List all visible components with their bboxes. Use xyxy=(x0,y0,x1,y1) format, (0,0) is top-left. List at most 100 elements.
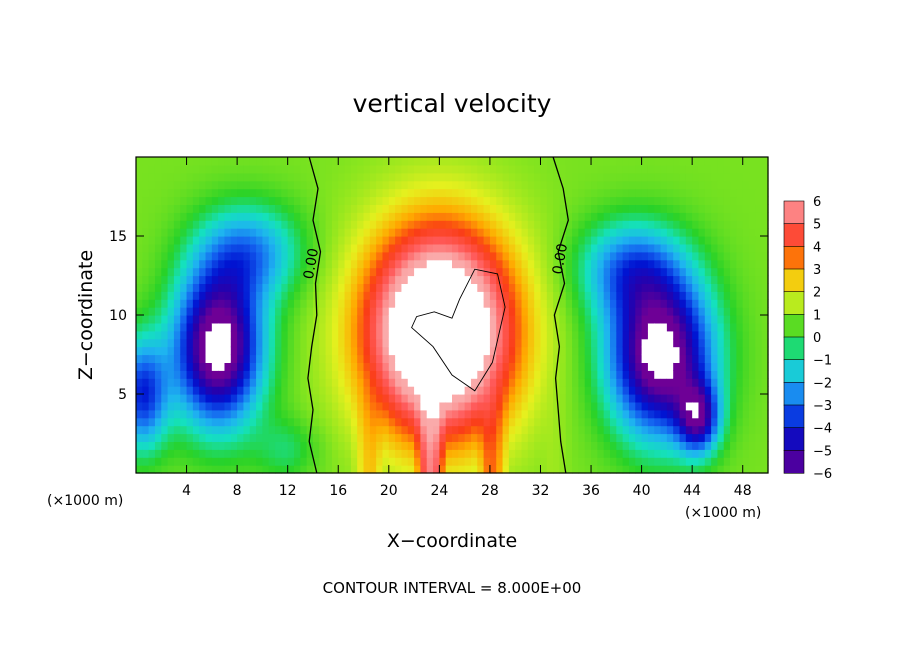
heatmap-cell xyxy=(186,164,194,174)
heatmap-cell xyxy=(452,196,459,205)
heatmap-cell xyxy=(382,251,390,261)
heatmap-cell xyxy=(730,465,737,474)
heatmap-cell xyxy=(224,417,232,427)
heatmap-cell xyxy=(167,172,175,182)
heatmap-cell xyxy=(723,204,731,213)
heatmap-cell xyxy=(148,243,156,253)
heatmap-cell xyxy=(433,425,440,435)
heatmap-cell xyxy=(616,164,624,174)
heatmap-cell xyxy=(458,315,466,324)
heatmap-cell xyxy=(527,401,535,411)
heatmap-cell xyxy=(458,433,466,442)
heatmap-cell xyxy=(161,299,169,308)
heatmap-cell xyxy=(395,220,403,229)
heatmap-cell xyxy=(420,401,428,411)
heatmap-cell xyxy=(433,243,440,253)
heatmap-cell xyxy=(420,425,428,435)
heatmap-cell xyxy=(553,157,561,166)
heatmap-cell xyxy=(401,259,409,269)
heatmap-cell xyxy=(192,243,200,253)
heatmap-cell xyxy=(565,362,573,371)
heatmap-cell xyxy=(515,172,523,182)
heatmap-cell xyxy=(711,291,719,300)
heatmap-cell xyxy=(173,212,181,221)
heatmap-cell xyxy=(439,386,447,395)
heatmap-cell xyxy=(477,275,485,284)
heatmap-cell xyxy=(591,449,598,458)
heatmap-cell xyxy=(736,228,744,237)
heatmap-cell xyxy=(294,212,301,221)
heatmap-cell xyxy=(553,307,561,316)
heatmap-cell xyxy=(635,330,643,340)
heatmap-cell xyxy=(749,291,756,300)
heatmap-cell xyxy=(565,346,573,356)
heatmap-cell xyxy=(275,220,282,229)
heatmap-cell xyxy=(161,465,169,474)
heatmap-cell xyxy=(136,172,143,182)
heatmap-cell xyxy=(483,299,491,308)
heatmap-cell xyxy=(521,433,529,442)
heatmap-cell xyxy=(439,338,447,348)
heatmap-cell xyxy=(527,322,535,332)
heatmap-cell xyxy=(578,378,586,387)
heatmap-cell xyxy=(433,378,440,387)
heatmap-cell xyxy=(572,354,579,363)
heatmap-cell xyxy=(761,228,769,237)
heatmap-cell xyxy=(205,157,213,166)
heatmap-cell xyxy=(211,172,219,182)
heatmap-cell xyxy=(319,315,327,324)
heatmap-cell xyxy=(540,228,548,237)
heatmap-cell xyxy=(685,283,693,292)
heatmap-cell xyxy=(161,457,169,466)
heatmap-cell xyxy=(527,283,535,292)
heatmap-cell xyxy=(452,362,459,371)
heatmap-cell xyxy=(736,449,744,458)
heatmap-cell xyxy=(218,180,226,190)
heatmap-cell xyxy=(470,267,478,277)
heatmap-cell xyxy=(192,370,200,379)
heatmap-cell xyxy=(584,354,592,363)
heatmap-cell xyxy=(591,275,598,284)
heatmap-cell xyxy=(331,164,339,174)
heatmap-cell xyxy=(616,378,624,387)
heatmap-cell xyxy=(205,465,213,474)
heatmap-cell xyxy=(357,283,365,292)
heatmap-cell xyxy=(148,157,156,166)
heatmap-cell xyxy=(477,196,485,205)
heatmap-cell xyxy=(584,164,592,174)
heatmap-cell xyxy=(749,259,756,269)
heatmap-cell xyxy=(584,259,592,269)
heatmap-cell xyxy=(338,283,346,292)
heatmap-cell xyxy=(489,157,497,166)
heatmap-cell xyxy=(553,236,561,245)
heatmap-cell xyxy=(331,322,339,332)
heatmap-cell xyxy=(483,315,491,324)
heatmap-cell xyxy=(679,212,687,221)
heatmap-cell xyxy=(730,346,737,356)
heatmap-cell xyxy=(635,164,643,174)
heatmap-cell xyxy=(685,386,693,395)
heatmap-cell xyxy=(192,212,200,221)
heatmap-cell xyxy=(603,236,611,245)
heatmap-cell xyxy=(508,354,516,363)
heatmap-cell xyxy=(578,228,586,237)
heatmap-cell xyxy=(578,157,586,166)
heatmap-cell xyxy=(458,322,466,332)
heatmap-cell xyxy=(616,243,624,253)
heatmap-cell xyxy=(452,441,459,450)
heatmap-cell xyxy=(414,228,421,237)
heatmap-cell xyxy=(294,236,301,245)
heatmap-cell xyxy=(628,275,636,284)
heatmap-cell xyxy=(515,315,523,324)
heatmap-cell xyxy=(275,157,282,166)
heatmap-cell xyxy=(344,180,352,190)
heatmap-cell xyxy=(420,346,428,356)
heatmap-cell xyxy=(660,172,668,182)
heatmap-cell xyxy=(666,204,674,213)
heatmap-cell xyxy=(243,449,251,458)
heatmap-cell xyxy=(319,338,327,348)
x-tick-label: 8 xyxy=(233,483,242,499)
heatmap-cell xyxy=(591,409,598,419)
heatmap-cell xyxy=(395,354,403,363)
heatmap-cell xyxy=(628,243,636,253)
